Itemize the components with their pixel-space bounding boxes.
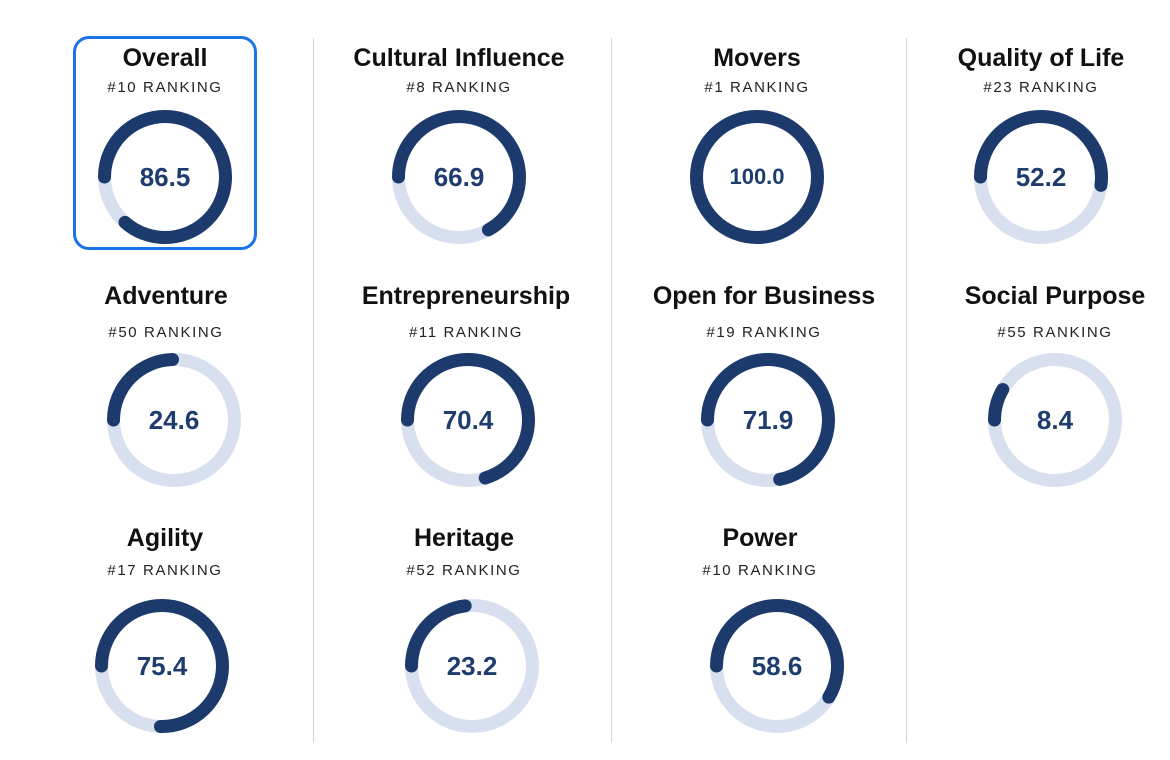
donut-progress-arc	[690, 110, 824, 244]
donut-progress-arc	[401, 353, 535, 485]
metric-ranking: #10 RANKING	[107, 79, 223, 96]
metric-card-movers[interactable]: Movers #1 RANKING 100.0	[637, 36, 877, 266]
metric-score: 58.6	[751, 651, 803, 681]
metric-title: Open for Business	[652, 282, 876, 310]
metric-donut-gauge: 8.4	[987, 352, 1123, 488]
metric-ranking: #52 RANKING	[406, 562, 522, 579]
metric-score: 52.2	[1015, 162, 1067, 192]
metric-ranking: #17 RANKING	[107, 562, 223, 579]
column-divider	[313, 38, 314, 743]
metric-card-agility[interactable]: Agility #17 RANKING 75.4	[45, 516, 285, 746]
metric-title: Agility	[126, 524, 204, 552]
metric-score: 66.9	[433, 162, 485, 192]
donut-ring	[988, 353, 1122, 487]
donut-ring	[392, 110, 526, 244]
metric-title: Movers	[713, 44, 801, 72]
metric-title: Adventure	[104, 282, 228, 310]
metric-donut-gauge: 23.2	[404, 598, 540, 734]
donut-progress-arc	[710, 599, 844, 704]
column-divider	[906, 38, 907, 743]
metric-title: Power	[722, 524, 798, 552]
donut-progress-arc	[98, 110, 232, 244]
donut-ring	[690, 110, 824, 244]
metric-donut-gauge: 52.2	[973, 109, 1109, 245]
metric-card-adventure[interactable]: Adventure #50 RANKING 24.6	[46, 274, 286, 504]
metric-card-entrepreneurship[interactable]: Entrepreneurship #11 RANKING 70.4	[346, 274, 586, 504]
metric-score: 71.9	[742, 405, 794, 435]
metric-card-power[interactable]: Power #10 RANKING 58.6	[640, 516, 880, 746]
donut-progress-arc	[107, 353, 179, 427]
column-divider	[611, 38, 612, 743]
donut-ring	[405, 599, 539, 733]
metric-donut-gauge: 58.6	[709, 598, 845, 734]
metric-donut-gauge: 66.9	[391, 109, 527, 245]
metric-donut-gauge: 75.4	[94, 598, 230, 734]
metric-card-overall[interactable]: Overall #10 RANKING 86.5	[45, 36, 285, 266]
donut-ring	[974, 110, 1108, 244]
metric-score: 100.0	[729, 164, 785, 189]
metric-donut-gauge: 71.9	[700, 352, 836, 488]
donut-progress-arc	[392, 110, 526, 237]
metric-title: Overall	[122, 44, 208, 72]
metric-ranking: #50 RANKING	[108, 324, 224, 341]
donut-progress-arc	[95, 599, 229, 733]
metric-card-cultural-influence[interactable]: Cultural Influence #8 RANKING 66.9	[339, 36, 579, 266]
metric-ranking: #23 RANKING	[983, 79, 1099, 96]
metric-card-heritage[interactable]: Heritage #52 RANKING 23.2	[344, 516, 584, 746]
metric-score: 70.4	[442, 405, 494, 435]
metric-score: 8.4	[1036, 405, 1074, 435]
metric-donut-gauge: 70.4	[400, 352, 536, 488]
metric-card-social-purpose[interactable]: Social Purpose #55 RANKING 8.4	[935, 274, 1170, 504]
donut-progress-arc	[974, 110, 1108, 192]
metric-card-open-for-business[interactable]: Open for Business #19 RANKING 71.9	[644, 274, 884, 504]
metric-donut-gauge: 100.0	[689, 109, 825, 245]
metric-donut-gauge: 24.6	[106, 352, 242, 488]
metric-title: Cultural Influence	[353, 44, 565, 72]
metric-title: Quality of Life	[957, 44, 1125, 72]
metric-ranking: #10 RANKING	[702, 562, 818, 579]
metric-ranking: #1 RANKING	[704, 79, 810, 96]
donut-progress-arc	[988, 383, 1010, 427]
metric-score: 86.5	[139, 162, 191, 192]
metric-ranking: #8 RANKING	[406, 79, 512, 96]
donut-ring	[701, 353, 835, 487]
donut-progress-arc	[405, 599, 472, 673]
metric-title: Entrepreneurship	[361, 282, 571, 310]
metric-ranking: #55 RANKING	[997, 324, 1113, 341]
donut-ring	[98, 110, 232, 244]
metric-title: Social Purpose	[964, 282, 1146, 310]
metric-title: Heritage	[413, 524, 515, 552]
metric-score: 23.2	[446, 651, 498, 681]
donut-ring	[401, 353, 535, 487]
donut-ring	[95, 599, 229, 733]
metric-donut-gauge: 86.5	[97, 109, 233, 245]
metric-ranking: #11 RANKING	[408, 324, 524, 341]
metric-score: 75.4	[136, 651, 188, 681]
metric-card-quality-of-life[interactable]: Quality of Life #23 RANKING 52.2	[921, 36, 1161, 266]
donut-ring	[107, 353, 241, 487]
metric-ranking: #19 RANKING	[706, 324, 822, 341]
donut-progress-arc	[701, 353, 835, 486]
metric-score: 24.6	[148, 405, 200, 435]
donut-ring	[710, 599, 844, 733]
